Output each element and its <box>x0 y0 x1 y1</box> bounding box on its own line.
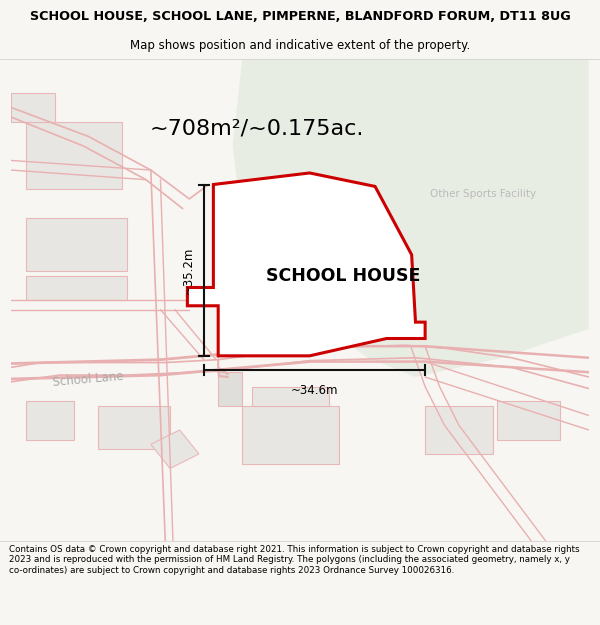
Text: Map shows position and indicative extent of the property.: Map shows position and indicative extent… <box>130 39 470 52</box>
Polygon shape <box>26 218 127 271</box>
Polygon shape <box>187 173 425 356</box>
Text: SCHOOL HOUSE: SCHOOL HOUSE <box>266 267 421 285</box>
Polygon shape <box>26 122 122 189</box>
Polygon shape <box>252 387 329 406</box>
Text: ~708m²/~0.175ac.: ~708m²/~0.175ac. <box>149 119 364 139</box>
Polygon shape <box>11 93 55 122</box>
Polygon shape <box>425 406 493 454</box>
Polygon shape <box>242 406 338 464</box>
Text: ~35.2m: ~35.2m <box>182 246 195 294</box>
Polygon shape <box>262 247 310 286</box>
Polygon shape <box>497 401 560 439</box>
Polygon shape <box>218 372 242 406</box>
Polygon shape <box>26 276 127 300</box>
Polygon shape <box>233 59 589 377</box>
Text: Contains OS data © Crown copyright and database right 2021. This information is : Contains OS data © Crown copyright and d… <box>9 545 580 574</box>
Polygon shape <box>329 232 377 266</box>
Text: Other Sports Facility: Other Sports Facility <box>430 189 536 199</box>
Text: ~34.6m: ~34.6m <box>290 384 338 397</box>
Polygon shape <box>151 430 199 469</box>
Text: School Lane: School Lane <box>52 371 124 389</box>
Text: SCHOOL HOUSE, SCHOOL LANE, PIMPERNE, BLANDFORD FORUM, DT11 8UG: SCHOOL HOUSE, SCHOOL LANE, PIMPERNE, BLA… <box>29 9 571 22</box>
Polygon shape <box>98 406 170 449</box>
Polygon shape <box>26 401 74 439</box>
